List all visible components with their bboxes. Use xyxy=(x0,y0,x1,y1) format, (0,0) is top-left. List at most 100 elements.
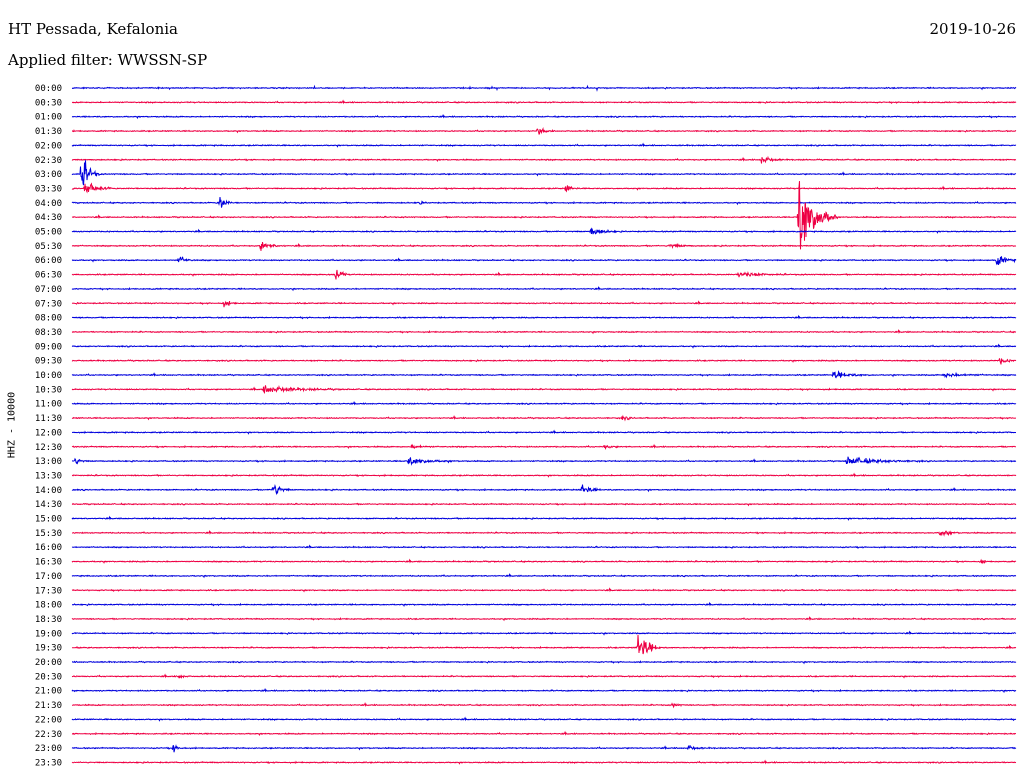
trace-0130 xyxy=(72,127,1017,135)
trace-2300 xyxy=(71,744,1017,753)
trace-1930 xyxy=(71,634,1017,655)
trace-0630 xyxy=(71,269,1017,280)
trace-1430 xyxy=(71,502,1017,507)
time-tick-label: 04:30 xyxy=(35,213,62,223)
trace-1030 xyxy=(71,384,1016,394)
trace-1800 xyxy=(72,601,1017,608)
trace-1630 xyxy=(71,558,1017,565)
time-tick-label: 01:30 xyxy=(35,127,62,137)
time-tick-label: 09:00 xyxy=(35,342,62,352)
trace-1530 xyxy=(72,529,1017,537)
time-tick-label: 02:30 xyxy=(35,156,62,166)
time-tick-label: 14:00 xyxy=(35,486,62,496)
time-tick-label: 12:30 xyxy=(35,443,62,453)
trace-2130 xyxy=(72,702,1017,709)
trace-2230 xyxy=(71,730,1016,737)
seismic-traces xyxy=(71,84,1017,765)
trace-0430 xyxy=(71,181,1017,250)
time-tick-label: 21:00 xyxy=(35,687,62,697)
trace-0900 xyxy=(71,343,1017,349)
time-tick-label: 10:30 xyxy=(35,385,62,395)
trace-0400 xyxy=(71,196,1017,208)
filter-label: Applied filter: WWSSN-SP xyxy=(8,51,208,69)
trace-1730 xyxy=(71,587,1017,593)
trace-0930 xyxy=(71,358,1017,365)
time-tick-label: 08:30 xyxy=(35,328,62,338)
trace-1700 xyxy=(71,573,1017,579)
time-tick-label: 04:00 xyxy=(35,199,62,209)
time-tick-label: 21:30 xyxy=(35,701,62,711)
trace-1830 xyxy=(71,615,1017,622)
trace-0830 xyxy=(71,328,1017,335)
trace-2330 xyxy=(71,759,1017,765)
time-tick-label: 22:30 xyxy=(35,730,62,740)
time-tick-label: 16:00 xyxy=(35,543,62,553)
trace-0000 xyxy=(71,84,1017,92)
time-tick-label: 00:30 xyxy=(35,98,62,108)
time-tick-label: 15:30 xyxy=(35,529,62,539)
time-tick-label: 06:30 xyxy=(35,271,62,281)
time-tick-label: 23:00 xyxy=(35,744,62,754)
trace-0030 xyxy=(71,99,1017,105)
trace-1100 xyxy=(71,400,1017,406)
time-tick-label: 17:30 xyxy=(35,586,62,596)
time-tick-label: 05:00 xyxy=(35,228,62,238)
trace-0700 xyxy=(71,286,1017,292)
time-tick-label: 18:30 xyxy=(35,615,62,625)
trace-0200 xyxy=(71,142,1017,148)
time-tick-label: 01:00 xyxy=(35,113,62,123)
trace-1600 xyxy=(71,544,1017,550)
time-tick-label: 03:00 xyxy=(35,170,62,180)
time-tick-label: 06:00 xyxy=(35,256,62,266)
time-tick-label: 08:00 xyxy=(35,314,62,324)
trace-2100 xyxy=(71,687,1017,694)
trace-0330 xyxy=(71,182,1016,194)
time-tick-label: 17:00 xyxy=(35,572,62,582)
trace-1900 xyxy=(71,630,1017,636)
trace-1500 xyxy=(71,515,1017,521)
trace-0730 xyxy=(71,300,1016,308)
trace-1130 xyxy=(71,414,1017,422)
header: HT Pessada, Kefalonia 2019-10-26 Applied… xyxy=(0,0,1024,78)
trace-1000 xyxy=(71,370,1017,379)
time-tick-label: 09:30 xyxy=(35,357,62,367)
time-tick-label: 02:00 xyxy=(35,141,62,151)
trace-0100 xyxy=(71,113,1017,120)
trace-0800 xyxy=(71,314,1017,321)
station-title: HT Pessada, Kefalonia xyxy=(8,20,178,38)
time-tick-label: 11:00 xyxy=(35,400,62,410)
trace-0500 xyxy=(71,227,1017,235)
trace-2030 xyxy=(71,673,1017,679)
trace-0530 xyxy=(71,242,1017,251)
trace-1230 xyxy=(71,443,1016,450)
trace-2000 xyxy=(72,660,1017,665)
time-tick-label: 20:30 xyxy=(35,672,62,682)
time-tick-label: 14:30 xyxy=(35,500,62,510)
trace-0600 xyxy=(71,256,1017,266)
trace-1400 xyxy=(71,483,1016,496)
time-tick-label: 00:00 xyxy=(35,84,62,94)
time-tick-label: 18:00 xyxy=(35,601,62,611)
time-tick-label: 05:30 xyxy=(35,242,62,252)
trace-1200 xyxy=(72,429,1016,435)
trace-0300 xyxy=(71,160,1017,186)
time-tick-label: 15:00 xyxy=(35,515,62,525)
trace-0230 xyxy=(71,155,1017,164)
time-tick-label: 07:30 xyxy=(35,299,62,309)
time-tick-label: 11:30 xyxy=(35,414,62,424)
time-tick-label: 13:00 xyxy=(35,457,62,467)
time-tick-label: 10:00 xyxy=(35,371,62,381)
time-tick-label: 19:00 xyxy=(35,629,62,639)
time-tick-label: 19:30 xyxy=(35,644,62,654)
time-tick-label: 23:30 xyxy=(35,758,62,768)
time-tick-label: 16:30 xyxy=(35,558,62,568)
time-tick-label: 13:30 xyxy=(35,471,62,481)
time-tick-label: 07:00 xyxy=(35,285,62,295)
time-tick-label: 03:30 xyxy=(35,184,62,194)
record-date: 2019-10-26 xyxy=(929,20,1016,38)
trace-1300 xyxy=(72,456,1017,466)
time-tick-label: 20:00 xyxy=(35,658,62,668)
time-tick-labels: 00:00 00:30 01:00 01:30 02:00 02:30 03:00 03:30… xyxy=(35,84,62,768)
time-tick-label: 12:00 xyxy=(35,428,62,438)
trace-1330 xyxy=(71,472,1017,478)
